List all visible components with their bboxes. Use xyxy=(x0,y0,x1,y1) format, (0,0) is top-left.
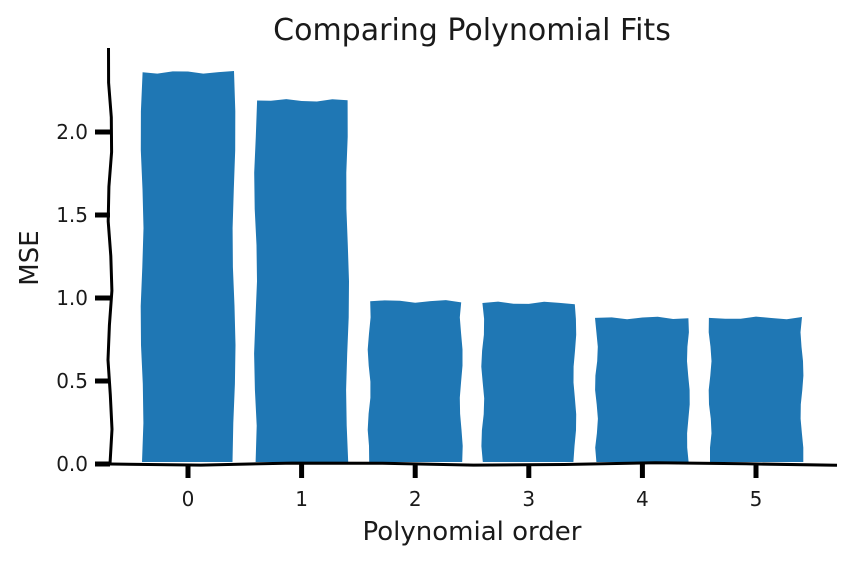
bar-order-1 xyxy=(254,99,349,462)
x-ticks-group: 0 1 2 3 4 5 xyxy=(182,464,763,511)
bar-order-5 xyxy=(708,316,804,462)
y-tick-label: 2.0 xyxy=(56,120,88,144)
bars-group xyxy=(140,71,804,462)
y-axis-label: MSE xyxy=(15,230,45,285)
y-tick-label: 0.5 xyxy=(56,369,88,393)
x-tick-label: 4 xyxy=(636,487,649,511)
chart-title: Comparing Polynomial Fits xyxy=(273,13,671,48)
axes-group xyxy=(106,47,838,467)
y-tick-label: 1.0 xyxy=(56,286,88,310)
x-tick-label: 3 xyxy=(522,487,535,511)
x-tick-label: 1 xyxy=(295,487,308,511)
x-tick-label: 0 xyxy=(182,487,195,511)
y-axis-line xyxy=(106,47,114,465)
y-tick-label: 0.0 xyxy=(56,452,88,476)
x-axis-line xyxy=(109,461,838,467)
y-tick-label: 1.5 xyxy=(56,203,88,227)
bar-order-3 xyxy=(481,301,577,462)
x-axis-label: Polynomial order xyxy=(363,517,582,547)
x-tick-label: 5 xyxy=(750,487,763,511)
y-ticks-group: 0.0 0.5 1.0 1.5 2.0 xyxy=(56,120,110,476)
bar-order-0 xyxy=(140,71,236,462)
x-tick-label: 2 xyxy=(409,487,422,511)
bar-order-4 xyxy=(595,316,690,462)
bar-order-2 xyxy=(367,300,463,462)
